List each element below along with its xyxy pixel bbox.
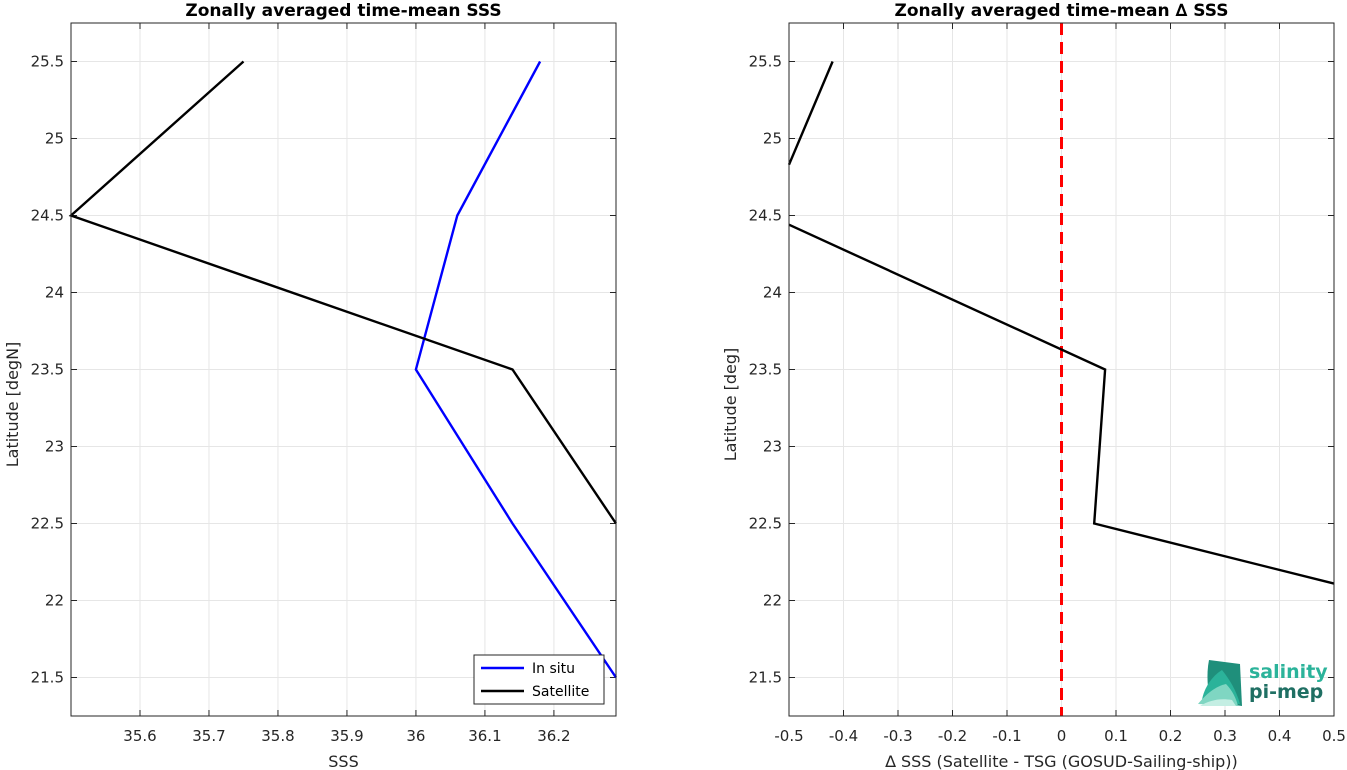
- y-axis-label: Latitude [degN]: [3, 342, 22, 468]
- x-tick-label: 0.2: [1159, 727, 1183, 745]
- y-tick-label: 24.5: [31, 207, 64, 225]
- series-line-1: [788, 223, 1335, 585]
- logo-text-salinity: salinity: [1249, 661, 1328, 683]
- x-tick-label: 35.8: [261, 727, 294, 745]
- y-tick-label: 25.5: [31, 53, 64, 71]
- x-tick-label: -0.5: [774, 727, 803, 745]
- x-tick-label: 0.1: [1104, 727, 1128, 745]
- chart-title: Zonally averaged time-mean ∆ SSS: [895, 1, 1229, 21]
- x-tick-label: -0.3: [883, 727, 912, 745]
- left-panel-sss: 21.5 22 22.5 23 23.5 24 24.5 25 25.5 35.6 35.7 35.8…: [3, 1, 617, 770]
- x-tick-label: -0.4: [829, 727, 858, 745]
- right-panel-delta-sss: 21.5 22 22.5 23 23.5 24 24.5 25 25.5 -0.5 -0.4 -0.3…: [721, 1, 1346, 770]
- x-tick-label: 0.3: [1213, 727, 1237, 745]
- y-tick-label: 21.5: [31, 669, 64, 687]
- y-tick-label: 24: [763, 284, 782, 302]
- axes-frame: [788, 22, 1335, 717]
- y-tick-label: 23: [45, 438, 64, 456]
- x-tick-label: 35.7: [192, 727, 225, 745]
- logo-text-pi-mep: pi-mep: [1249, 681, 1323, 703]
- series-line-satellite: [68, 60, 617, 525]
- x-axis-label: SSS: [328, 752, 358, 770]
- y-tick-label: 23.5: [31, 361, 64, 379]
- x-tick-label: 35.6: [123, 727, 156, 745]
- axes-frame: [70, 22, 617, 717]
- chart-title: Zonally averaged time-mean SSS: [185, 1, 501, 21]
- salinity-pi-mep-logo: salinity pi-mep: [1198, 660, 1328, 706]
- x-tick-label: 0.4: [1268, 727, 1292, 745]
- y-tick-label: 22: [45, 592, 64, 610]
- y-tick-label: 24: [45, 284, 64, 302]
- y-tick-label: 24.5: [749, 207, 782, 225]
- y-tick-label: 22.5: [31, 515, 64, 533]
- x-tick-label: 35.9: [330, 727, 363, 745]
- x-axis-label: ∆ SSS (Satellite - TSG (GOSUD-Sailing-sh…: [884, 752, 1238, 770]
- x-tick-label: 36.2: [537, 727, 570, 745]
- y-tick-label: 23.5: [749, 361, 782, 379]
- legend-label: Satellite: [532, 684, 589, 700]
- legend-box: [473, 654, 605, 705]
- x-tick-label: -0.1: [992, 727, 1021, 745]
- y-tick-label: 25.5: [749, 53, 782, 71]
- y-tick-label: 25: [763, 130, 782, 148]
- series-line-in-situ: [414, 60, 617, 679]
- y-tick-label: 22: [763, 592, 782, 610]
- x-tick-label: 0.5: [1322, 727, 1346, 745]
- legend-label: In situ: [532, 661, 575, 677]
- x-tick-label: -0.2: [938, 727, 967, 745]
- x-tick-label: 36: [406, 727, 425, 745]
- x-tick-label: 36.1: [468, 727, 501, 745]
- y-tick-label: 25: [45, 130, 64, 148]
- series-line-0: [787, 61, 834, 166]
- y-tick-label: 21.5: [749, 669, 782, 687]
- logo-wave-icon: [1198, 660, 1242, 706]
- y-axis-label: Latitude [deg]: [721, 348, 740, 462]
- y-tick-label: 22.5: [749, 515, 782, 533]
- y-tick-label: 23: [763, 438, 782, 456]
- x-tick-label: 0: [1057, 727, 1067, 745]
